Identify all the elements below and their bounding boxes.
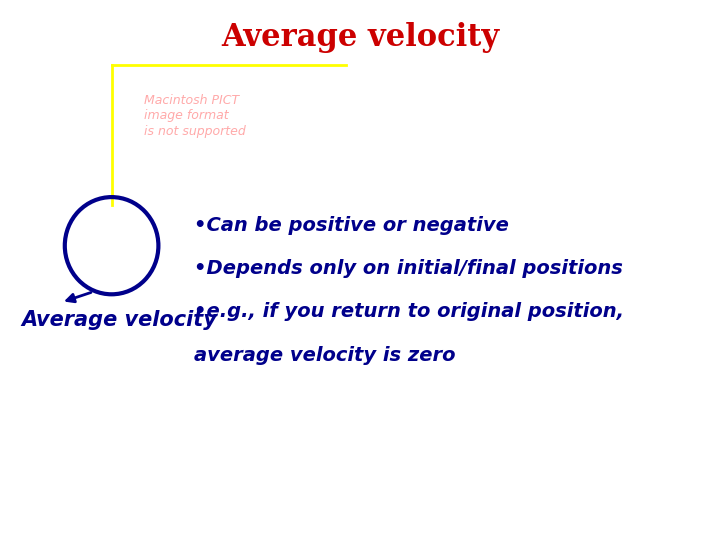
- Text: •Depends only on initial/final positions: •Depends only on initial/final positions: [194, 259, 624, 278]
- Text: Average velocity: Average velocity: [22, 310, 217, 330]
- Text: Macintosh PICT
image format
is not supported: Macintosh PICT image format is not suppo…: [144, 94, 246, 138]
- Text: •e.g., if you return to original position,: •e.g., if you return to original positio…: [194, 302, 624, 321]
- Text: Average velocity: Average velocity: [221, 22, 499, 52]
- Text: average velocity is zero: average velocity is zero: [194, 346, 456, 365]
- Text: •Can be positive or negative: •Can be positive or negative: [194, 216, 509, 235]
